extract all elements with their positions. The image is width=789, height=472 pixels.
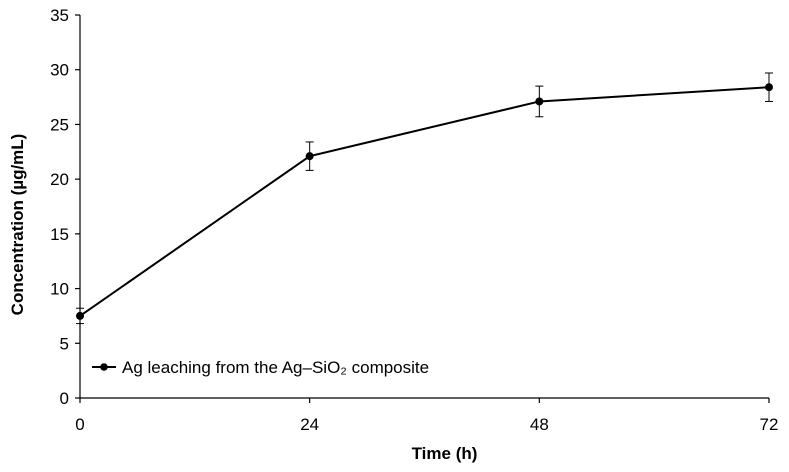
data-point: [765, 83, 773, 92]
legend-label: Ag leaching from the Ag–SiO₂ composite: [122, 358, 429, 377]
x-tick-label: 48: [530, 415, 549, 434]
y-tick-label: 20: [50, 170, 69, 189]
y-tick-label: 25: [50, 115, 69, 134]
y-tick-label: 15: [50, 225, 69, 244]
y-axis-ticks: 0 5 10 15 20 25 30 35: [50, 6, 80, 408]
y-tick-label: 30: [50, 61, 69, 80]
error-bars: [76, 72, 773, 325]
x-axis-ticks: 0 24 48 72: [75, 398, 778, 434]
y-tick-label: 35: [50, 6, 69, 25]
series: [76, 83, 773, 320]
y-tick-label: 10: [50, 280, 69, 299]
data-point: [76, 311, 84, 320]
y-tick-label: 0: [60, 389, 69, 408]
data-point: [535, 97, 544, 106]
x-tick-label: 0: [75, 415, 84, 434]
y-tick-label: 5: [60, 334, 69, 353]
data-point: [305, 152, 314, 161]
y-axis-title: Concentration (µg/mL): [8, 134, 27, 316]
series-line: [79, 86, 770, 317]
x-tick-label: 24: [300, 415, 319, 434]
axes: 0 5 10 15 20 25 30 35 0 24 48 72: [50, 6, 778, 434]
legend: Ag leaching from the Ag–SiO₂ composite: [92, 358, 429, 377]
legend-marker: [100, 363, 108, 371]
x-axis-title: Time (h): [412, 444, 478, 463]
x-tick-label: 72: [760, 415, 779, 434]
